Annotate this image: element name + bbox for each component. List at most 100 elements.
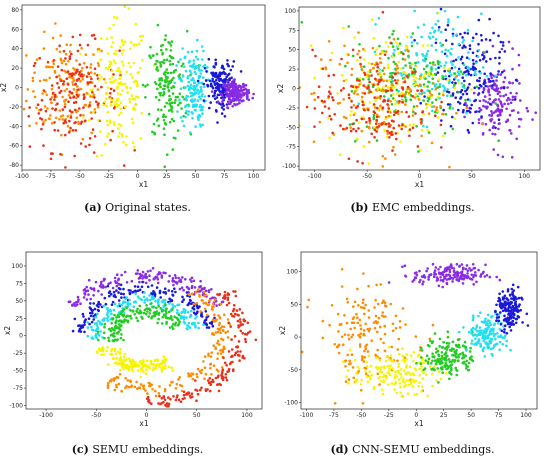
data-point xyxy=(481,332,484,335)
data-point xyxy=(67,131,71,134)
data-point xyxy=(490,337,493,341)
data-point xyxy=(381,392,385,396)
data-point xyxy=(54,107,58,111)
data-point xyxy=(162,396,166,399)
data-point xyxy=(142,295,146,299)
data-point xyxy=(223,84,227,88)
data-point xyxy=(130,317,133,320)
data-point xyxy=(82,62,86,65)
data-point xyxy=(358,318,362,322)
data-point xyxy=(100,49,103,53)
data-point xyxy=(114,377,117,380)
data-point xyxy=(195,302,199,305)
data-point xyxy=(430,141,434,145)
data-point xyxy=(451,127,455,131)
data-point xyxy=(121,301,125,305)
data-point xyxy=(220,376,224,380)
data-point xyxy=(448,107,452,110)
data-point xyxy=(89,286,92,290)
data-point xyxy=(418,92,421,95)
data-point xyxy=(124,377,127,380)
data-point xyxy=(226,296,230,299)
data-point xyxy=(431,77,435,80)
data-point xyxy=(452,273,455,277)
x-tick-label: 100 xyxy=(519,173,531,180)
data-point xyxy=(375,356,378,359)
series-yellow xyxy=(79,5,156,158)
data-point xyxy=(92,294,95,297)
data-point xyxy=(484,38,488,41)
data-point xyxy=(53,95,57,99)
data-point xyxy=(374,88,378,92)
data-point xyxy=(124,386,127,390)
data-point xyxy=(390,80,393,84)
data-point xyxy=(424,72,427,76)
data-point xyxy=(373,326,377,330)
data-point xyxy=(437,26,441,29)
data-point xyxy=(422,99,425,102)
data-point xyxy=(424,54,428,58)
data-point xyxy=(226,370,229,373)
data-point xyxy=(153,131,156,135)
data-point xyxy=(368,119,371,122)
data-point xyxy=(66,124,70,128)
data-point xyxy=(186,327,189,331)
data-point xyxy=(159,296,162,299)
data-point xyxy=(378,375,382,379)
data-point xyxy=(479,273,483,276)
data-point xyxy=(435,362,438,365)
data-point xyxy=(431,109,434,113)
data-point xyxy=(160,276,164,279)
data-point xyxy=(439,7,443,11)
data-point xyxy=(234,103,237,107)
data-point xyxy=(173,81,176,85)
data-point xyxy=(53,71,57,74)
data-point xyxy=(494,56,497,60)
data-point xyxy=(133,149,136,152)
data-point xyxy=(437,370,441,373)
data-point xyxy=(126,379,130,382)
data-point xyxy=(160,48,163,52)
data-point xyxy=(509,348,512,352)
data-point xyxy=(212,344,215,347)
data-point xyxy=(374,365,378,369)
data-point xyxy=(461,36,464,39)
data-point xyxy=(198,105,202,109)
data-point xyxy=(344,78,348,82)
data-point xyxy=(470,88,473,91)
data-point xyxy=(64,166,67,169)
data-point xyxy=(198,69,201,72)
data-point xyxy=(182,124,186,128)
data-point xyxy=(352,376,355,380)
data-point xyxy=(401,307,405,310)
data-point xyxy=(168,98,171,101)
data-point xyxy=(404,274,407,278)
data-point xyxy=(411,108,415,111)
data-point xyxy=(136,269,140,272)
data-point xyxy=(190,309,193,313)
data-point xyxy=(394,102,397,105)
data-point xyxy=(88,137,92,140)
y-tick-label: -80 xyxy=(9,162,19,169)
series-orange xyxy=(106,288,231,398)
data-point xyxy=(471,318,475,322)
data-point xyxy=(506,299,510,302)
data-point xyxy=(451,358,455,362)
data-point xyxy=(508,325,511,329)
data-point xyxy=(482,270,485,274)
data-point xyxy=(194,109,197,112)
data-point xyxy=(352,113,356,117)
data-point xyxy=(370,339,373,342)
data-point xyxy=(320,58,323,61)
data-point xyxy=(387,56,390,60)
data-point xyxy=(69,96,72,99)
data-point xyxy=(196,79,200,83)
data-point xyxy=(135,81,139,84)
data-point xyxy=(460,273,464,276)
data-point xyxy=(109,87,113,91)
data-point xyxy=(32,90,35,93)
data-point xyxy=(466,269,470,272)
data-point xyxy=(154,299,157,303)
data-point xyxy=(435,360,438,363)
data-point xyxy=(431,35,435,39)
